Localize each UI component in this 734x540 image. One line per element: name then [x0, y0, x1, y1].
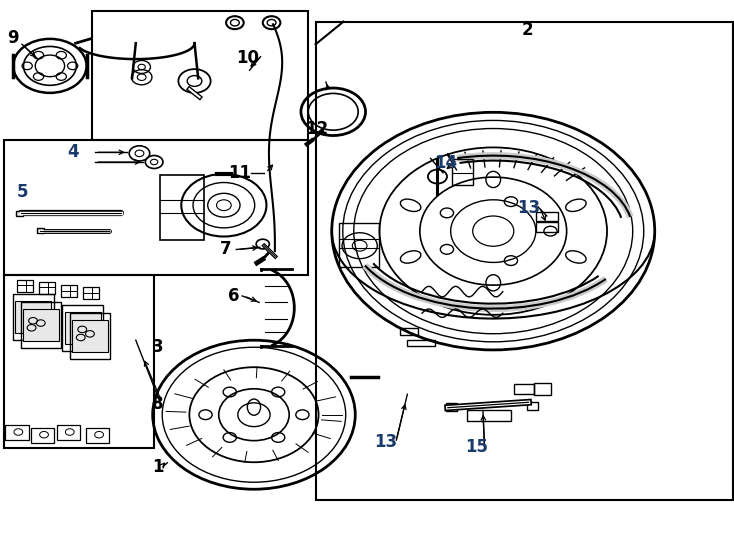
Bar [83, 287, 99, 299]
Bar [400, 328, 418, 335]
Bar [5, 425, 29, 440]
Bar [72, 320, 108, 352]
Text: 13: 13 [517, 199, 540, 217]
Text: 14: 14 [434, 154, 457, 172]
Bar [527, 402, 538, 410]
Text: 8: 8 [152, 395, 164, 413]
Text: 10: 10 [236, 49, 260, 68]
Text: 6: 6 [228, 287, 239, 305]
Bar [13, 294, 54, 340]
Bar [536, 212, 558, 221]
Bar [467, 410, 511, 421]
Bar [31, 428, 54, 443]
Bar [407, 340, 435, 346]
Text: 7: 7 [220, 240, 232, 259]
Text: 13: 13 [374, 433, 397, 451]
Bar [17, 280, 33, 292]
Bar [21, 302, 61, 348]
Bar [16, 211, 23, 216]
Text: 15: 15 [465, 438, 489, 456]
Bar [39, 282, 55, 294]
Bar [70, 313, 110, 359]
Bar [316, 22, 733, 500]
Bar [37, 228, 44, 233]
Bar [92, 11, 308, 140]
Bar [61, 285, 77, 297]
Text: 12: 12 [305, 119, 329, 138]
Text: 3: 3 [152, 338, 164, 356]
Text: 2: 2 [521, 21, 533, 39]
Bar [65, 312, 101, 344]
Text: 11: 11 [228, 164, 251, 182]
Text: 1: 1 [152, 457, 164, 476]
Bar [339, 223, 379, 267]
Bar [534, 383, 550, 395]
Bar [446, 403, 457, 411]
Bar [86, 428, 109, 443]
Bar [15, 301, 51, 333]
Bar [514, 384, 534, 394]
Bar [160, 176, 204, 240]
Bar [4, 140, 308, 275]
Bar [452, 159, 473, 185]
Bar [23, 309, 59, 341]
Text: 4: 4 [68, 143, 79, 161]
Text: 5: 5 [16, 183, 28, 201]
Text: 9: 9 [7, 29, 19, 47]
Bar [57, 425, 80, 440]
Bar [62, 305, 103, 351]
Bar [4, 275, 154, 448]
Bar [536, 222, 558, 232]
